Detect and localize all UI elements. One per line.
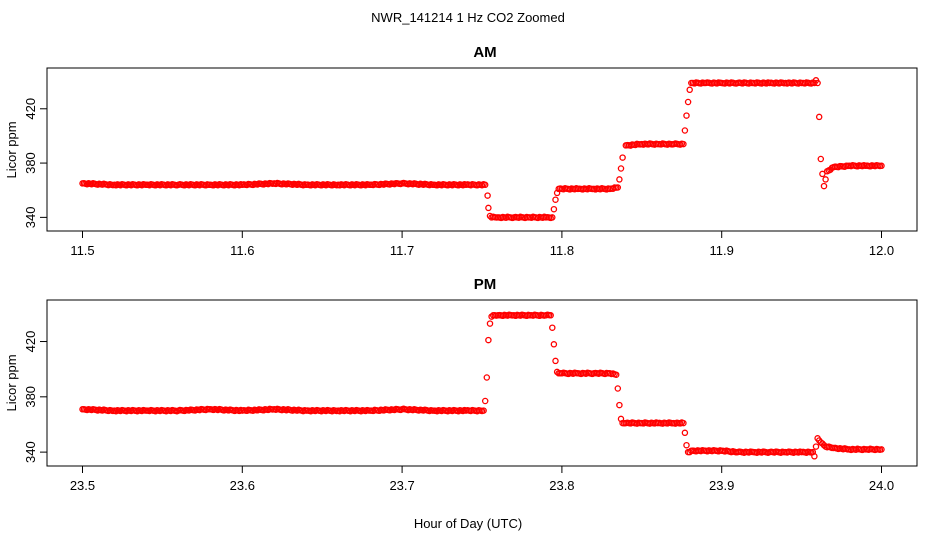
pm-data-point (614, 385, 622, 392)
pm-data-point (485, 336, 492, 344)
pm-y-tick-label: 380 (23, 386, 38, 408)
am-data-point (683, 112, 690, 119)
am-data-point (617, 165, 625, 172)
am-data-point (680, 140, 687, 148)
pm-data-point (550, 341, 558, 348)
am-x-tick-label: 11.6 (230, 243, 254, 258)
pm-x-tick-label: 23.5 (70, 478, 95, 493)
pm-data-point (683, 441, 690, 449)
am-data-point (817, 155, 825, 163)
am-y-tick-label: 340 (23, 207, 38, 229)
am-data-point (481, 181, 489, 189)
am-axes: 11.5 11.6 11.7 11.8 11.9 12.0 340 380 420 (23, 67, 918, 258)
am-data-point (822, 176, 829, 183)
pm-data-point (680, 419, 687, 427)
am-x-tick-label: 12.0 (869, 243, 894, 258)
pm-x-tick-label: 23.8 (549, 478, 574, 493)
am-data-point (616, 176, 623, 183)
pm-data-point (612, 371, 620, 378)
pm-series-0 (79, 311, 885, 460)
am-x-tick-label: 11.8 (550, 243, 574, 258)
pm-data-point (812, 443, 820, 450)
am-data-point (485, 204, 492, 212)
pm-data-point (616, 401, 623, 409)
pm-panel: PM Licor ppm 23.5 23.6 23.7 23.8 23.9 24.0 340… (4, 276, 918, 493)
am-panel-title: AM (473, 44, 496, 61)
am-data-point (550, 205, 558, 213)
am-panel: AM Licor ppm 11.5 11.6 11.7 11.8 11.9 12.0 340… (4, 44, 918, 258)
pm-data-point (481, 397, 489, 405)
am-data-point (549, 214, 556, 221)
pm-panel-title: PM (474, 276, 497, 293)
am-data-point (686, 86, 693, 94)
pm-y-tick-label: 340 (23, 441, 38, 463)
am-x-tick-label: 11.7 (390, 243, 414, 258)
pm-data-point (547, 312, 554, 319)
am-y-axis-label: Licor ppm (4, 121, 19, 178)
am-y-tick-label: 380 (23, 152, 38, 174)
pm-y-axis-label: Licor ppm (4, 354, 19, 411)
pm-y-tick-label: 420 (23, 331, 38, 353)
am-data-point (819, 170, 826, 178)
am-data-point (619, 154, 626, 161)
am-y-tick-label: 420 (23, 98, 38, 120)
am-data-point (820, 182, 828, 190)
x-axis-label: Hour of Day (UTC) (414, 516, 522, 531)
pm-x-tick-label: 23.7 (389, 478, 414, 493)
pm-data-point (681, 429, 689, 437)
am-data-point (552, 196, 559, 203)
pm-plot-frame (46, 299, 918, 467)
am-x-tick-label: 11.9 (710, 243, 734, 258)
pm-data-point (486, 320, 494, 327)
figure-title: NWR_141214 1 Hz CO2 Zoomed (371, 10, 565, 25)
am-data-point (684, 98, 692, 106)
am-data-points (79, 77, 885, 222)
pm-data-point (480, 407, 487, 414)
am-data-point (484, 192, 491, 199)
pm-data-point (483, 374, 491, 381)
pm-axes: 23.5 23.6 23.7 23.8 23.9 24.0 340 380 420 (23, 299, 918, 493)
am-data-point (814, 79, 821, 87)
am-plot-frame (46, 67, 918, 232)
am-data-point (681, 127, 689, 134)
pm-x-tick-label: 23.6 (230, 478, 255, 493)
pm-x-tick-label: 24.0 (869, 478, 894, 493)
am-x-tick-label: 11.5 (70, 243, 94, 258)
am-data-point (878, 162, 885, 170)
pm-x-tick-label: 23.9 (709, 478, 734, 493)
pm-data-points (79, 311, 885, 460)
am-data-point (614, 184, 622, 191)
am-series-0 (79, 77, 885, 222)
pm-data-point (552, 357, 559, 365)
pm-data-point (549, 324, 556, 331)
pm-data-point (878, 446, 885, 453)
pm-data-point (811, 453, 818, 460)
am-data-point (815, 113, 823, 121)
